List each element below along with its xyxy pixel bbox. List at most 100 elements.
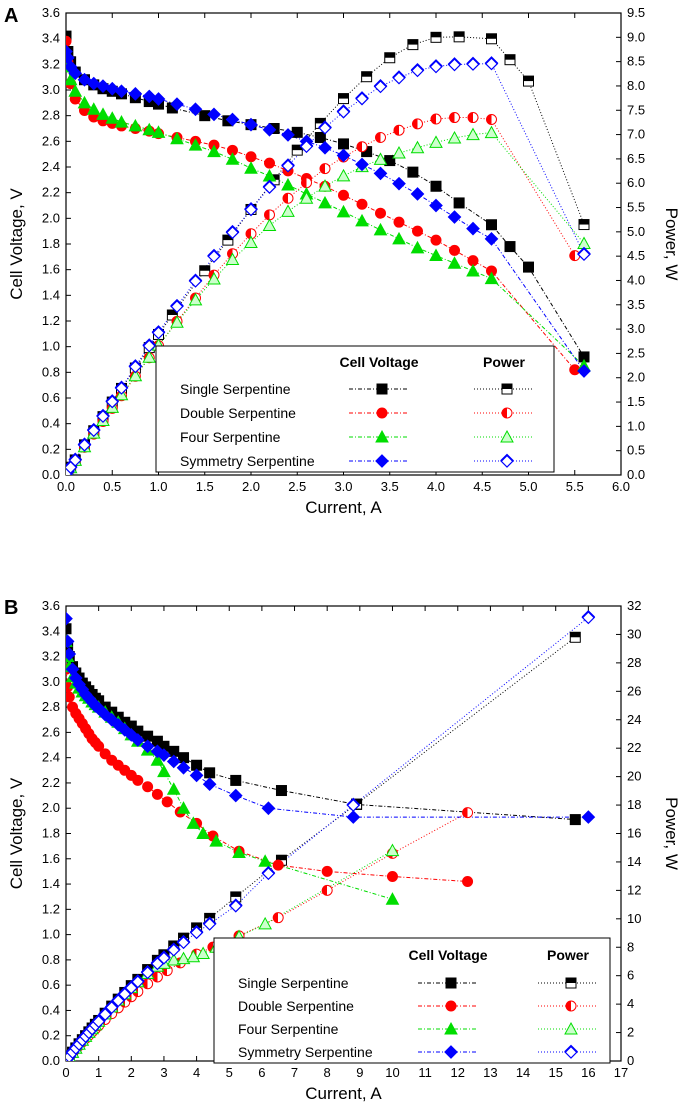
- power-point-symmetry-serpentine-edge: [262, 179, 277, 188]
- voltage-point-symmetry-serpentine: [261, 801, 276, 816]
- power-point-symmetry-serpentine: [466, 57, 480, 71]
- voltage-point-double-serpentine: [321, 865, 333, 877]
- power-point-single-serpentine-half: [486, 33, 497, 39]
- power-point-four-serpentine: [281, 204, 295, 217]
- y2-tick-label: 8.0: [627, 78, 645, 93]
- x-tick-label: 17: [614, 1065, 628, 1080]
- power-point-single-serpentine-half: [292, 145, 303, 151]
- legend-label-symmetry-serpentine: Symmetry Serpentine: [180, 453, 315, 469]
- power-point-four-serpentine: [225, 252, 240, 266]
- y2-tick-label: 0.5: [627, 443, 645, 458]
- power-point-single-serpentine-half: [338, 93, 349, 99]
- x-tick-label: 12: [451, 1065, 465, 1080]
- power-point-symmetry-serpentine-edge: [157, 950, 171, 959]
- voltage-point-symmetry-serpentine: [373, 166, 388, 181]
- y2-tick-label: 30: [627, 626, 641, 641]
- voltage-point-double-serpentine: [66, 35, 72, 47]
- power-point-four-serpentine: [258, 916, 272, 930]
- power-point-single-serpentine-half: [454, 31, 465, 37]
- power-point-symmetry-serpentine-edge: [318, 120, 332, 129]
- x-tick-label: 6: [258, 1065, 265, 1080]
- voltage-point-four-serpentine: [142, 122, 157, 136]
- voltage-point-four-serpentine: [66, 72, 78, 86]
- voltage-point-single-serpentine: [338, 138, 349, 150]
- power-point-symmetry-serpentine-edge: [170, 298, 184, 307]
- power-point-symmetry-serpentine-edge: [336, 104, 351, 113]
- power-point-single-serpentine-half: [384, 52, 395, 58]
- power-point-symmetry-serpentine-edge: [104, 999, 119, 1008]
- power-point-four-serpentine: [207, 271, 221, 285]
- voltage-point-double-serpentine: [386, 870, 398, 882]
- power-point-symmetry-serpentine-edge: [577, 246, 591, 255]
- power-point-symmetry-serpentine: [429, 59, 443, 74]
- power-point-double-serpentine: [467, 112, 479, 124]
- voltage-point-symmetry-serpentine: [166, 754, 181, 769]
- voltage-point-single-serpentine: [504, 241, 516, 253]
- voltage-point-single-serpentine: [66, 623, 72, 635]
- y-tick-label: 2.2: [42, 185, 60, 200]
- y-tick-label: 3.0: [42, 82, 60, 97]
- y2-tick-label: 7.5: [627, 102, 645, 117]
- x-tick-label: 10: [385, 1065, 399, 1080]
- voltage-point-symmetry-serpentine: [66, 634, 75, 649]
- power-point-symmetry-serpentine-edge: [346, 797, 361, 806]
- y2-tick-label: 6: [627, 968, 634, 983]
- power-point-four-serpentine: [447, 130, 462, 144]
- x-tick-label: 13: [483, 1065, 497, 1080]
- power-point-symmetry-serpentine: [392, 70, 406, 85]
- legend-label-four-serpentine: Four Serpentine: [238, 1021, 339, 1037]
- x-tick-label: 11: [418, 1065, 432, 1080]
- y2-tick-label: 3.0: [627, 321, 645, 336]
- legend-label-single-serpentine: Single Serpentine: [238, 975, 349, 991]
- voltage-point-symmetry-serpentine: [77, 72, 92, 87]
- voltage-point-single-serpentine: [314, 131, 326, 143]
- y-tick-label: 0.2: [42, 1028, 60, 1043]
- voltage-point-four-serpentine: [86, 102, 101, 115]
- voltage-point-single-serpentine: [430, 180, 442, 192]
- power-point-symmetry-serpentine-edge: [142, 338, 156, 347]
- voltage-point-symmetry-serpentine: [114, 84, 129, 99]
- power-point-single-serpentine-half: [570, 632, 581, 638]
- legend-power-marker-single-serpentine-half: [566, 978, 576, 983]
- x-tick-label: 1.5: [196, 479, 214, 494]
- y-axis-label: Cell Voltage, V: [7, 777, 26, 889]
- x-tick-label: 3.0: [334, 479, 352, 494]
- voltage-point-double-serpentine: [161, 796, 173, 808]
- y-tick-label: 0.8: [42, 364, 60, 379]
- y-tick-label: 2.6: [42, 724, 60, 739]
- chart-panel-a: A 0.0 0.5 1.0 1.5 2.0 2.5 3.0 3.5 4.0 4.5 5.0 5.5 6.0…: [4, 5, 681, 517]
- power-point-symmetry-serpentine: [336, 104, 351, 119]
- power-point-four-serpentine: [318, 179, 332, 192]
- voltage-point-four-serpentine: [176, 801, 191, 814]
- voltage-point-symmetry-serpentine: [466, 221, 480, 236]
- y-tick-label: 3.2: [42, 649, 60, 664]
- y2-tick-label: 6.0: [627, 175, 645, 190]
- y2-tick-label: 9.5: [627, 5, 645, 20]
- y2-tick-label: 0.0: [627, 467, 645, 482]
- y2-tick-label: 2.0: [627, 370, 645, 385]
- x-tick-label: 3.5: [381, 479, 399, 494]
- voltage-point-double-serpentine: [272, 859, 284, 871]
- power-point-four-serpentine: [176, 951, 191, 965]
- power-point-four-serpentine: [410, 140, 425, 154]
- legend-voltage-marker-four-serpentine: [375, 429, 389, 443]
- voltage-point-four-serpentine: [114, 115, 129, 128]
- power-point-symmetry-serpentine-edge: [225, 224, 240, 234]
- voltage-point-symmetry-serpentine: [244, 117, 258, 132]
- voltage-point-four-serpentine: [373, 222, 388, 236]
- y-tick-label: 2.8: [42, 108, 60, 123]
- voltage-point-symmetry-serpentine: [484, 232, 499, 246]
- power-point-single-serpentine-half: [222, 235, 233, 241]
- power-point-four-serpentine: [186, 949, 201, 963]
- legend-voltage-marker-double-serpentine: [376, 407, 388, 419]
- y2-tick-label: 10: [627, 911, 641, 926]
- power-point-symmetry-serpentine: [188, 274, 203, 288]
- x-tick-label: 4.0: [427, 479, 445, 494]
- power-point-four-serpentine: [484, 125, 499, 139]
- voltage-point-single-serpentine: [486, 219, 497, 231]
- power-point-double-serpentine: [449, 112, 460, 124]
- y-tick-label: 0.6: [42, 390, 60, 405]
- legend-power-marker-four-serpentine: [500, 429, 514, 443]
- x-tick-label: 2.0: [242, 479, 260, 494]
